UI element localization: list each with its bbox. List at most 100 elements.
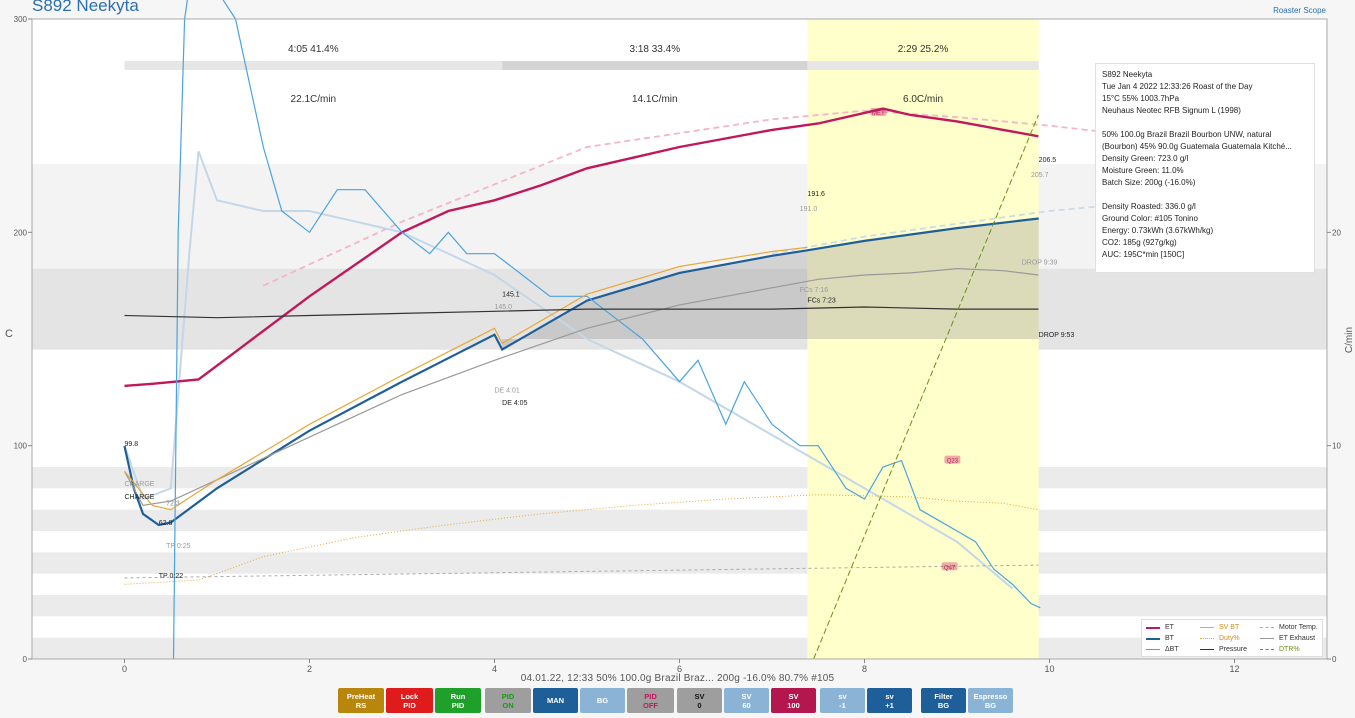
button-label-bottom: OFF xyxy=(643,700,658,710)
button-label-bottom: BG xyxy=(984,700,997,710)
phase-bar xyxy=(124,61,503,70)
event-annotation: 191.6 xyxy=(807,191,825,198)
button-label-top: PID xyxy=(644,691,657,701)
button-label-top: MAN xyxy=(546,696,565,705)
auc-shaded-area xyxy=(502,218,1039,350)
man-button[interactable]: MAN xyxy=(533,688,578,713)
info-line: Density Roasted: 336.0 g/l xyxy=(1102,202,1196,211)
preheat-button[interactable]: PreHeat RS xyxy=(338,688,384,713)
et-series-line xyxy=(124,107,1039,388)
sv-60-button[interactable]: SV 60 xyxy=(724,688,769,713)
pid-off-button[interactable]: PID OFF xyxy=(627,688,674,713)
bg-band xyxy=(32,637,1327,659)
legend-label: Duty% xyxy=(1219,635,1240,642)
event-annotation: CHARGE xyxy=(125,481,155,488)
info-line: Moisture Green: 11.0% xyxy=(1102,166,1184,175)
y-tick-label: 100 xyxy=(14,442,28,451)
info-line: Neuhaus Neotec RFB Signum L (1998) xyxy=(1102,106,1241,115)
legend-label: SV BT xyxy=(1219,624,1240,631)
button-label-top: sv xyxy=(838,691,847,701)
y-tick-label: 300 xyxy=(14,15,28,24)
button-label-top: PID xyxy=(501,691,515,701)
event-annotation: 145.1 xyxy=(502,291,520,298)
button-label-top: PreHeat xyxy=(346,691,376,701)
phase-bar xyxy=(807,61,1039,70)
dtr-series-line xyxy=(813,114,1039,660)
phase-label: 2:29 25.2% xyxy=(898,44,949,55)
event-annotation: CHARGE xyxy=(125,494,155,501)
info-line: Energy: 0.73kWh (3.67kWh/kg) xyxy=(1102,226,1214,235)
legend-label: DTR% xyxy=(1279,646,1300,653)
roast-info-panel: S892 Neekyta Tue Jan 4 2022 12:33:26 Roas… xyxy=(1095,63,1315,273)
event-annotation: DROP 9:53 xyxy=(1039,332,1075,339)
bg-band xyxy=(32,509,1327,531)
bg-bt-curve xyxy=(771,201,1143,255)
bg-band xyxy=(32,552,1327,574)
legend-item: Duty% xyxy=(1200,634,1240,643)
button-label-top: BG xyxy=(596,696,609,705)
sv-minus-button[interactable]: sv -1 xyxy=(820,688,865,713)
filter-bg-button[interactable]: Filter BG xyxy=(921,688,966,713)
event-badge xyxy=(944,455,961,464)
legend-swatch xyxy=(1146,626,1160,629)
control-button-bar: PreHeat RS Lock PID Run PID PID ON MAN BG PID OFF SV… xyxy=(0,688,1355,714)
x-tick-label: 12 xyxy=(1229,664,1239,674)
event-annotation: FCs 7:16 xyxy=(800,287,829,294)
y-tick-label: 200 xyxy=(14,228,28,237)
bt-series-line xyxy=(123,217,1039,527)
legend-item: BT xyxy=(1146,634,1174,643)
event-annotation: TP 0:22 xyxy=(159,573,183,580)
run-pid-button[interactable]: Run PID xyxy=(435,688,481,713)
event-annotation: 62.8 xyxy=(159,520,173,527)
x-tick-label: 2 xyxy=(307,664,312,674)
legend-swatch xyxy=(1200,649,1214,650)
y-axis-label: C xyxy=(5,328,13,340)
legend-label: Motor Temp. xyxy=(1279,624,1318,631)
button-label-bottom: 100 xyxy=(787,700,800,710)
bg-band xyxy=(32,467,1327,489)
button-label-bottom: +1 xyxy=(885,700,894,710)
phase-label: 4:05 41.4% xyxy=(288,44,339,55)
y2-axis-label: C/min xyxy=(1344,327,1355,353)
legend-swatch xyxy=(1260,627,1274,628)
chart-legend: ET BT ΔBT SV BT Duty% Pressure Motor Temp. ET E… xyxy=(1141,619,1323,657)
lock-pid-button[interactable]: Lock PID xyxy=(386,688,433,713)
event-badge-label: MET xyxy=(872,111,885,117)
espresso-bg-button[interactable]: Espresso BG xyxy=(968,688,1013,713)
bg-button[interactable]: BG xyxy=(580,688,625,713)
info-line: Ground Color: #105 Tonino xyxy=(1102,214,1198,223)
roast-title: S892 Neekyta xyxy=(32,0,139,15)
event-annotation: 72.3 xyxy=(166,500,180,507)
legend-item: ΔBT xyxy=(1146,645,1179,654)
sv-0-button[interactable]: SV 0 xyxy=(677,688,722,713)
event-annotation: 191.0 xyxy=(800,206,818,213)
et-exhaust-series-line xyxy=(123,267,1039,507)
phase-rate-label: 22.1C/min xyxy=(291,94,337,105)
sv-100-button[interactable]: SV 100 xyxy=(771,688,816,713)
phase-bar xyxy=(502,61,808,70)
sv-plus-button[interactable]: sv +1 xyxy=(867,688,912,713)
pid-on-button[interactable]: PID ON xyxy=(485,688,531,713)
button-label-top: Filter xyxy=(934,691,953,701)
legend-swatch xyxy=(1146,637,1160,640)
button-label-bottom: 0 xyxy=(697,700,702,710)
phase-label: 3:18 33.4% xyxy=(629,44,680,55)
button-label-bottom: PID xyxy=(403,700,416,710)
legend-item: Pressure xyxy=(1200,645,1247,654)
y2-tick-label: 20 xyxy=(1332,228,1341,237)
info-line: CO2: 185g (927g/kg) xyxy=(1102,238,1177,247)
legend-swatch xyxy=(1260,649,1274,650)
legend-label: ET Exhaust xyxy=(1279,635,1316,642)
duty-series-line xyxy=(124,494,1039,585)
info-line xyxy=(1102,189,1308,201)
legend-swatch xyxy=(1146,649,1160,650)
roast-summary-line: 04.01.22, 12:33 50% 100.0g Brazil Braz..… xyxy=(520,673,835,684)
info-line: S892 Neekyta xyxy=(1102,70,1153,79)
bg-delta-bt-curve xyxy=(123,150,1014,590)
event-annotation: DROP 9:39 xyxy=(1022,259,1058,266)
x-tick-label: 0 xyxy=(122,664,127,674)
development-band xyxy=(807,19,1039,659)
x-tick-label: 4 xyxy=(492,664,497,674)
button-label-top: SV xyxy=(694,691,705,701)
x-tick-label: 6 xyxy=(677,664,682,674)
